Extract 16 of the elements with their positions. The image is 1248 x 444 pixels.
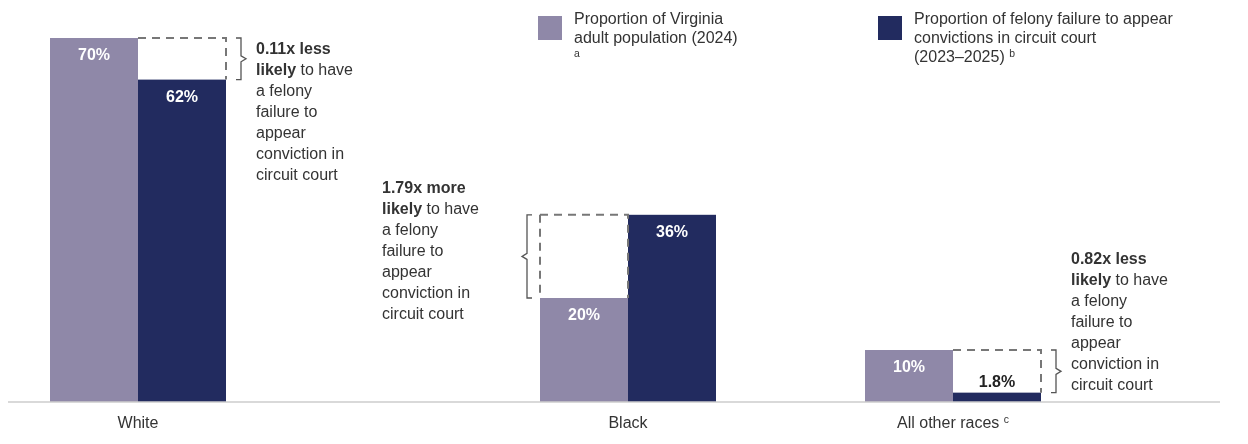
x-tick-label: White: [117, 414, 159, 431]
bar: [865, 350, 953, 402]
data-label: 36%: [655, 222, 689, 240]
bar: [50, 38, 138, 402]
annotation: 1.79x more likely to have a felony failure to appear conviction in circuit court: [382, 178, 480, 322]
annotation: 0.11x less likely to have a felony failure to appear conviction in circuit court: [256, 40, 354, 183]
x-tick-label: Black: [608, 414, 649, 431]
bar: [138, 79, 226, 402]
legend-label: Proportion of felony failure to appear convictions in circuit court (2023–2025) $^{b}$: [914, 10, 1174, 65]
data-label: 1.8%: [978, 372, 1016, 390]
data-label: 20%: [567, 306, 601, 323]
annotation: 0.82x less likely to have a felony failure to appear conviction in circuit court: [1071, 250, 1169, 394]
x-tick-label: All other races $^{c}$: [897, 413, 1009, 431]
data-label: 62%: [165, 87, 199, 105]
data-label: 10%: [892, 358, 926, 375]
data-label: 70%: [77, 46, 111, 63]
